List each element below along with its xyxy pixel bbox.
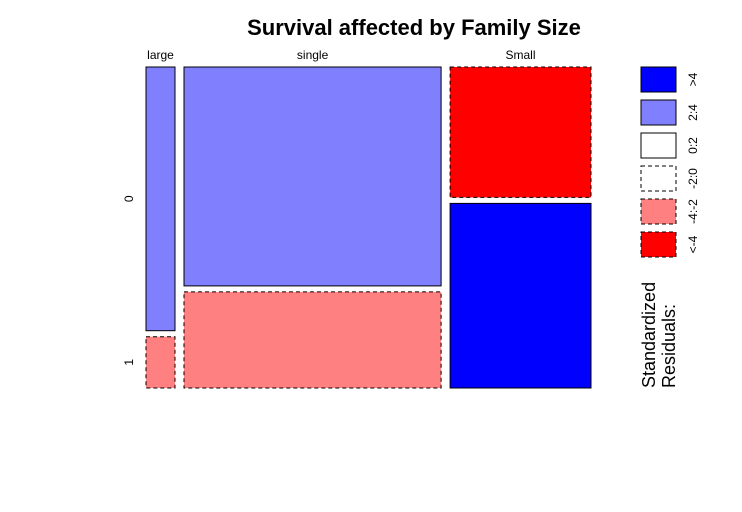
cell-small-1 [449, 202, 592, 389]
cell-large-1 [145, 336, 176, 389]
column-labels: large single Small [147, 48, 535, 62]
legend-label-2: 0:2 [686, 137, 700, 154]
row-label-1: 1 [122, 359, 136, 366]
legend-swatch-0 [640, 66, 677, 93]
column-label-large: large [147, 48, 174, 62]
chart-title: Survival affected by Family Size [247, 15, 581, 40]
legend-label-4: -4:-2 [686, 199, 700, 224]
row-labels: 01 [122, 195, 136, 365]
cell-large-0 [145, 66, 176, 332]
legend-swatch-1 [640, 99, 677, 126]
cell-small-0 [449, 66, 592, 198]
legend-swatch-5 [640, 231, 677, 258]
legend-label-3: -2:0 [686, 168, 700, 189]
legend-title-line1: Standardized [639, 282, 659, 388]
mosaic-cells [145, 66, 592, 389]
column-label-small: Small [505, 48, 535, 62]
cell-single-1 [183, 291, 442, 389]
legend: >4 2:4 0:2 -2:0 -4:-2 <-4 [640, 66, 700, 258]
row-label-0: 0 [122, 195, 136, 202]
cell-single-0 [183, 66, 442, 287]
legend-label-0: >4 [686, 72, 700, 86]
legend-swatch-4 [640, 198, 677, 225]
column-label-single: single [297, 48, 329, 62]
legend-title-line2: Residuals: [659, 304, 679, 388]
legend-label-1: 2:4 [686, 104, 700, 121]
legend-label-5: <-4 [686, 235, 700, 253]
legend-swatch-2 [640, 132, 677, 159]
legend-swatch-3 [640, 165, 677, 192]
